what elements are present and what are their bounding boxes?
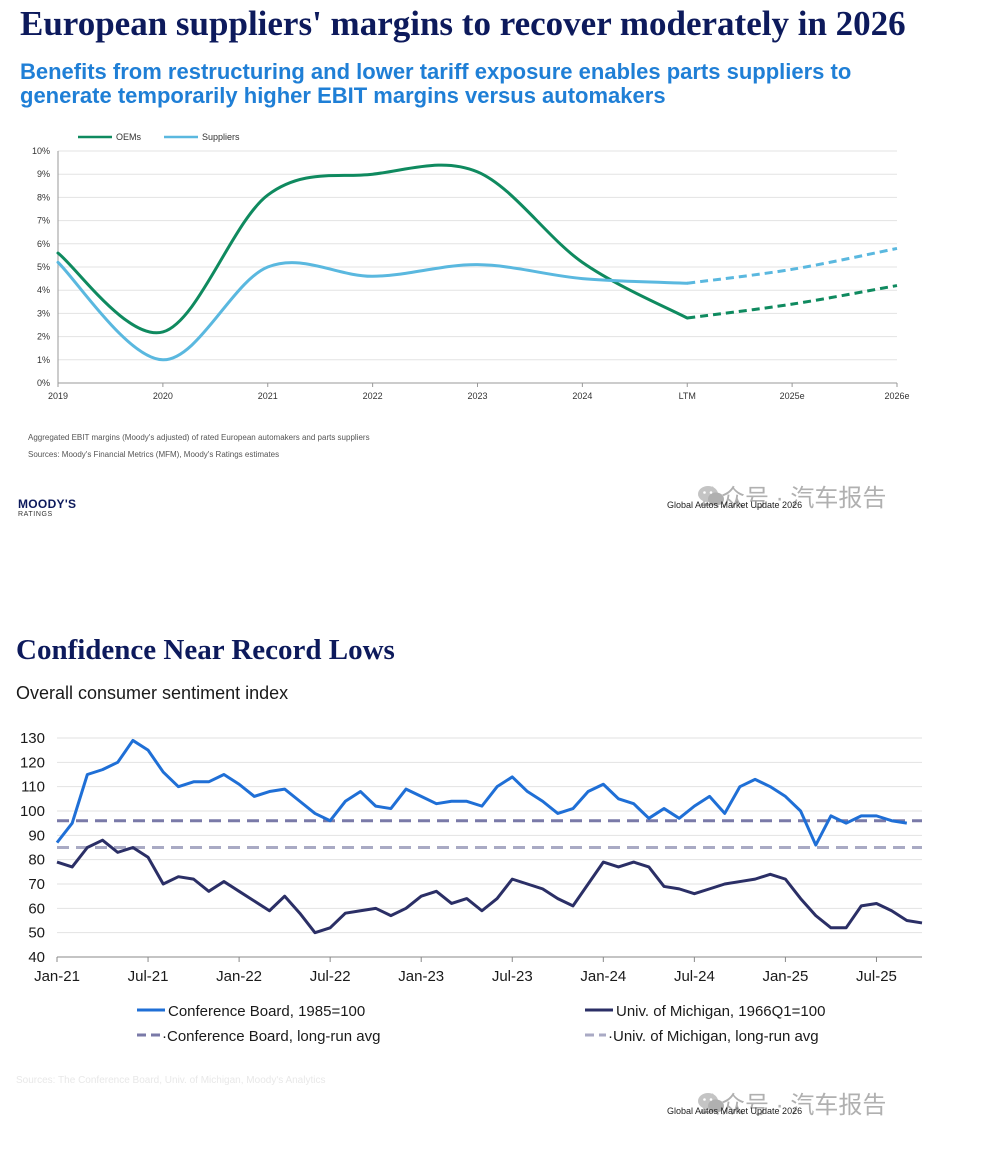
y-tick-label: 120 xyxy=(20,754,45,771)
legend-cb-avg-label: ·Conference Board, long-run avg xyxy=(162,1028,380,1045)
legend-um-label: Univ. of Michigan, 1966Q1=100 xyxy=(616,1003,825,1020)
x-tick-label: 2026e xyxy=(884,391,909,401)
y-tick-label: 2% xyxy=(37,332,50,342)
logo-sub-text: RATINGS xyxy=(18,511,53,518)
y-tick-label: 5% xyxy=(37,262,50,272)
y-tick-label: 60 xyxy=(28,900,45,917)
legend-oems-label: OEMs xyxy=(116,132,142,142)
x-tick-label: Jul-21 xyxy=(128,968,169,985)
chart1-sources: Sources: Moody's Financial Metrics (MFM)… xyxy=(28,450,280,459)
um-series-line xyxy=(56,838,923,935)
x-tick-label: 2022 xyxy=(363,391,383,401)
x-tick-label: 2020 xyxy=(153,391,173,401)
watermark-text: 公众号 · 汽车报告 xyxy=(697,1092,887,1119)
chart2-subtitle: Overall consumer sentiment index xyxy=(16,683,289,703)
series-line-suppliers xyxy=(56,260,689,362)
y-tick-label: 40 xyxy=(28,949,45,966)
y-tick-label: 80 xyxy=(28,852,45,869)
moodys-logo: MOODY'S RATINGS xyxy=(18,497,76,518)
watermark: 公众号 · 汽车报告 xyxy=(697,1085,886,1120)
chart1-title: European suppliers' margins to recover m… xyxy=(20,4,906,43)
x-tick-label: LTM xyxy=(679,391,696,401)
y-tick-label: 110 xyxy=(21,779,45,796)
y-tick-label: 10% xyxy=(32,146,50,156)
footer-text: Global Autos Market Update 2026 xyxy=(667,500,803,510)
y-tick-label: 8% xyxy=(37,192,50,202)
watermark-text: 公众号 · 汽车报告 xyxy=(697,485,887,512)
x-tick-label: Jan-22 xyxy=(216,968,262,985)
y-tick-label: 6% xyxy=(37,239,50,249)
cb-series-line xyxy=(55,738,908,847)
chart2-sources: Sources: The Conference Board, Univ. of … xyxy=(16,1075,326,1086)
wechat-icon xyxy=(698,485,724,505)
footer-text: Global Autos Market Update 2026 xyxy=(667,1106,803,1116)
chart2-title: Confidence Near Record Lows xyxy=(16,634,395,666)
x-tick-label: Jul-22 xyxy=(310,968,351,985)
series-estimate-oems xyxy=(687,284,898,320)
y-tick-label: 0% xyxy=(37,378,50,388)
x-tick-label: Jan-23 xyxy=(398,968,444,985)
x-tick-label: 2019 xyxy=(48,391,68,401)
chart1-note: Aggregated EBIT margins (Moody's adjuste… xyxy=(28,433,370,442)
series-line-oems xyxy=(56,163,689,335)
wechat-icon xyxy=(698,1092,724,1112)
legend-cb-label: Conference Board, 1985=100 xyxy=(168,1003,365,1020)
margins-chart: 0% 1% 2% 3% 4% 5% 6% 7% 8% 9% 10% 2019 2020 2021 2022 2… xyxy=(32,132,910,401)
logo-main-text: MOODY'S xyxy=(18,497,77,511)
y-tick-label: 3% xyxy=(37,308,50,318)
x-tick-label: Jan-21 xyxy=(34,968,80,985)
legend-um-avg-label: ·Univ. of Michigan, long-run avg xyxy=(608,1028,819,1045)
y-tick-label: 90 xyxy=(28,827,45,844)
x-tick-label: 2023 xyxy=(467,391,487,401)
y-tick-label: 50 xyxy=(28,925,45,942)
x-tick-label: 2025e xyxy=(780,391,805,401)
x-tick-label: 2024 xyxy=(572,391,592,401)
x-tick-label: Jan-24 xyxy=(580,968,626,985)
y-tick-label: 7% xyxy=(37,216,50,226)
y-tick-label: 70 xyxy=(28,876,45,893)
x-tick-label: Jul-24 xyxy=(674,968,715,985)
chart1-subtitle: Benefits from restructuring and lower ta… xyxy=(20,59,852,108)
y-tick-label: 4% xyxy=(37,285,50,295)
y-tick-label: 1% xyxy=(37,355,50,365)
x-tick-label: Jul-25 xyxy=(856,968,897,985)
x-tick-label: Jan-25 xyxy=(762,968,808,985)
legend-suppliers-label: Suppliers xyxy=(202,132,240,142)
watermark: 公众号 · 汽车报告 xyxy=(697,478,886,513)
y-tick-label: 100 xyxy=(20,803,45,820)
sentiment-chart: 40 50 60 70 80 90 100 110 120 130 Jan-21 Jul-21 Jan-… xyxy=(20,730,923,1045)
x-tick-label: Jul-23 xyxy=(492,968,533,985)
series-estimate-suppliers xyxy=(687,246,898,285)
y-tick-label: 130 xyxy=(20,730,45,747)
y-tick-label: 9% xyxy=(37,169,50,179)
x-tick-label: 2021 xyxy=(258,391,278,401)
